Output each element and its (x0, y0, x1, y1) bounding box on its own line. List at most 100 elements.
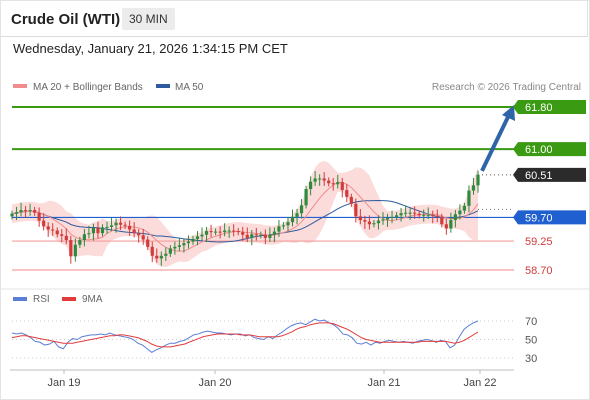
candle-body (78, 240, 82, 245)
candle-body (281, 225, 286, 227)
candle-body (128, 225, 132, 230)
candle-body (232, 230, 236, 232)
level-tag-61.80 (513, 100, 586, 114)
candle-body (168, 248, 172, 254)
candle-body (10, 213, 14, 217)
candle-body (376, 220, 381, 224)
candle-body (33, 210, 37, 213)
candle-body (150, 246, 154, 256)
candle-body (304, 189, 308, 206)
level-tag-61.00 (513, 142, 586, 157)
candle-body (118, 222, 123, 225)
level-label-59.25: 59.25 (525, 236, 553, 248)
rsi-legend-swatch (13, 297, 27, 301)
candle-body (272, 231, 277, 235)
level-labels: 61.80 61.00 60.51 59.70 59.25 58.70 (513, 100, 586, 277)
candle-body (195, 236, 200, 239)
ma50-legend-swatch (156, 84, 170, 88)
instrument-title: Crude Oil (WTI) (11, 11, 121, 28)
candle-body (358, 216, 362, 221)
rsi-ma-legend-swatch (62, 297, 76, 301)
level-tag-60.51 (513, 167, 586, 182)
candle-body (435, 215, 439, 217)
timeframe-badge[interactable]: 30 MIN (122, 8, 175, 30)
candle-body (28, 210, 32, 212)
candle-body (69, 240, 73, 257)
credit-text: Research © 2026 Trading Central (432, 82, 581, 93)
candle-body (313, 178, 317, 182)
candle-body (331, 183, 335, 185)
candle-body (173, 246, 177, 249)
rsi-tick-30: 30 (525, 353, 537, 365)
candle-body (51, 229, 55, 231)
level-label-58.70: 58.70 (525, 265, 553, 277)
candle-body (467, 190, 471, 206)
ma20-line (11, 181, 479, 252)
candle-body (336, 182, 340, 185)
candle-body (277, 226, 281, 232)
candle-body (82, 234, 86, 241)
candle-body (476, 174, 480, 186)
x-tick-label: Jan 20 (198, 377, 231, 389)
candle-body (96, 227, 100, 234)
candle-body (404, 212, 408, 214)
candle-body (105, 226, 109, 228)
candle-body (114, 222, 118, 226)
bollinger-bands (12, 161, 478, 268)
rsi-ma-legend-label: 9MA (82, 294, 103, 305)
candle-body (413, 212, 417, 214)
candle-body (132, 229, 136, 234)
candle-body (14, 212, 19, 214)
candle-body (268, 234, 272, 238)
candle-body (290, 216, 295, 223)
ma50-legend-label: MA 50 (175, 82, 204, 93)
forecast-arrow-head (502, 105, 515, 121)
candle-body (462, 205, 467, 211)
candle-body (19, 210, 23, 213)
candle-body (42, 220, 46, 227)
timestamp: Wednesday, January 21, 2026 1:34:15 PM C… (13, 41, 288, 56)
x-tick-label: Jan 19 (47, 377, 80, 389)
candle-body (209, 231, 213, 233)
candle-body (55, 230, 59, 235)
candle-body (399, 213, 403, 216)
candle-body (100, 227, 105, 234)
rsi-line (11, 318, 479, 354)
rsi-tick-50: 50 (525, 335, 537, 347)
candle-body (417, 213, 421, 216)
candle-body (141, 235, 145, 240)
candles (10, 170, 480, 266)
candle-body (200, 234, 204, 237)
candle-body (182, 243, 186, 246)
candle-body (109, 225, 114, 227)
candle-body (254, 234, 258, 236)
candle-body (164, 253, 168, 256)
candle-body (73, 244, 77, 257)
candle-body (186, 241, 191, 244)
candle-body (123, 224, 127, 226)
candle-body (37, 212, 41, 221)
candle-body (227, 230, 231, 232)
candle-body (295, 213, 299, 217)
candle-body (367, 221, 372, 225)
candle-body (426, 214, 430, 216)
x-tick-label: Jan 22 (463, 377, 496, 389)
candle-body (250, 234, 254, 238)
candle-body (177, 245, 181, 247)
candle-body (408, 212, 412, 214)
candle-body (137, 233, 141, 236)
candle-body (91, 227, 96, 234)
level-label-61.80: 61.80 (525, 102, 553, 114)
candle-body (349, 196, 353, 204)
rsi-ma-line (11, 322, 479, 348)
candle-body (218, 231, 222, 233)
price-levels (12, 106, 514, 271)
candle-body (146, 239, 150, 247)
level-label-59.70: 59.70 (525, 212, 553, 224)
candle-body (204, 231, 209, 235)
candle-body (46, 226, 50, 230)
rsi-tick-70: 70 (525, 316, 537, 328)
candle-body (223, 230, 227, 233)
candle-body (471, 185, 476, 191)
